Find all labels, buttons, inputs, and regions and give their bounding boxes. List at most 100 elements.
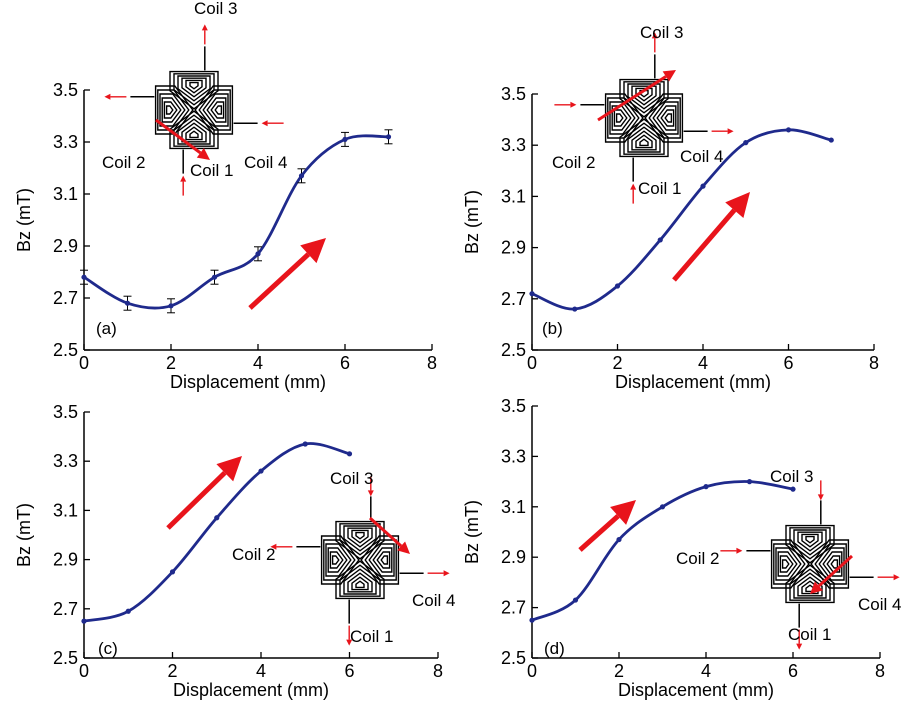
coil-3-spiral-turn <box>797 531 823 552</box>
data-point <box>342 136 348 142</box>
coil-4-label: Coil 4 <box>858 595 901 614</box>
coil-2-label: Coil 2 <box>552 153 595 172</box>
coil-4-label: Coil 4 <box>412 591 455 610</box>
y-axis-title: Bz (mT) <box>462 190 482 254</box>
coil-4-spiral-turn <box>810 539 850 589</box>
coil-3-spiral-turn <box>177 75 211 102</box>
x-tick-label: 0 <box>527 661 537 681</box>
x-tick-label: 4 <box>698 353 708 373</box>
chart-panel-2: 2.5 2.7 2.9 3.1 3.3 3.5 0 2 4 6 8 Displacement (mm)… <box>462 23 879 392</box>
coil-1-spiral-turn <box>351 576 369 591</box>
coil-4-spiral-turn <box>360 535 400 585</box>
trend-arrow-head <box>725 192 750 219</box>
x-tick-label: 2 <box>167 661 177 681</box>
y-axis-title: Bz (mT) <box>462 500 482 564</box>
x-tick-label: 0 <box>527 353 537 373</box>
coil-3-current-arrow-head <box>817 494 824 501</box>
coil-4-spiral-turn <box>380 555 389 565</box>
coil-2-spiral-turn <box>770 539 810 589</box>
coil-1-spiral-turn <box>793 572 827 599</box>
coil-1-spiral-turn <box>185 126 203 141</box>
x-axis-title: Displacement (mm) <box>170 372 326 392</box>
coil-1-spiral-turn <box>635 134 653 149</box>
coil-2-spiral-turn <box>157 89 190 131</box>
coil-2-spiral-turn <box>604 93 644 143</box>
data-point <box>169 569 176 575</box>
y-tick-label: 2.5 <box>501 340 526 360</box>
coil-4-spiral-turn <box>826 555 841 573</box>
coil-4-spiral-turn <box>652 101 679 135</box>
field-direction-arrow-shaft <box>597 75 667 122</box>
field-direction-arrow-shaft <box>155 118 202 155</box>
coil-4-spiral-turn <box>198 89 231 131</box>
y-tick-label: 3.5 <box>53 402 78 422</box>
x-axis-title: Displacement (mm) <box>615 372 771 392</box>
coil-4-spiral-turn <box>214 105 223 115</box>
panel-label: (b) <box>542 319 563 338</box>
data-point <box>81 618 87 624</box>
coil-1-label: Coil 1 <box>350 627 393 646</box>
coil-1-spiral-turn <box>639 138 649 147</box>
series-line <box>531 128 832 311</box>
coil-4-current-arrow-head <box>893 574 900 581</box>
x-tick-label: 6 <box>340 353 350 373</box>
coil-4-spiral-turn <box>372 547 393 573</box>
field-direction-arrow-head <box>810 581 823 594</box>
coil-2-spiral-turn <box>775 547 802 581</box>
coil-4-current-arrow-head <box>261 120 268 127</box>
data-point <box>258 468 264 474</box>
coil-3-spiral-turn <box>347 527 373 548</box>
x-tick-label: 0 <box>79 353 89 373</box>
coil-2-spiral-turn <box>154 85 194 135</box>
field-direction-arrow-head <box>196 148 210 160</box>
x-tick-label: 2 <box>166 353 176 373</box>
x-tick-label: 8 <box>427 353 437 373</box>
y-tick-label: 3.5 <box>53 80 78 100</box>
data-point <box>614 283 621 289</box>
coil-1-spiral-turn <box>347 572 373 593</box>
trend-arrow-shaft <box>166 470 227 530</box>
data-point <box>81 274 87 280</box>
coil-1-spiral-turn <box>627 126 661 153</box>
coil-2-spiral-turn <box>609 101 636 135</box>
trend-arrow-shaft <box>672 208 737 282</box>
data-point <box>125 608 131 614</box>
y-tick-label: 3.3 <box>53 132 78 152</box>
coil-2-spiral-turn <box>781 559 790 569</box>
coil-4-spiral-turn <box>206 97 227 123</box>
data-point <box>298 173 305 179</box>
coil-3-label: Coil 3 <box>330 469 373 488</box>
coil-3-spiral-turn <box>351 529 369 544</box>
coil-1-spiral-turn <box>189 130 199 139</box>
y-tick-label: 3.3 <box>501 135 526 155</box>
data-point <box>211 274 218 280</box>
coil-3-spiral-turn <box>801 533 819 548</box>
coil-2-spiral <box>154 85 194 135</box>
coil-4-spiral-turn <box>210 101 225 119</box>
y-tick-label: 2.7 <box>501 598 526 618</box>
data-point <box>302 441 308 447</box>
coil-2-spiral-turn <box>329 551 344 569</box>
coil-2-spiral-turn <box>615 113 624 123</box>
coil-1-current-arrow-head <box>180 175 187 182</box>
y-tick-label: 2.5 <box>53 340 78 360</box>
coil-2-spiral-turn <box>777 551 798 577</box>
field-direction-arrow-shaft <box>817 554 854 588</box>
coil-3-spiral-turn <box>189 81 199 90</box>
data-point <box>616 536 622 543</box>
coil-4-spiral-turn <box>664 113 673 123</box>
chart-panel-1: 2.5 2.7 2.9 3.1 3.3 3.5 0 2 4 6 8 Displacement (mm)… <box>14 0 437 392</box>
x-tick-label: 8 <box>433 661 443 681</box>
data-point <box>124 300 131 306</box>
coil-3-spiral-turn <box>343 525 377 552</box>
y-tick-label: 3.3 <box>501 446 526 466</box>
x-tick-label: 6 <box>788 661 798 681</box>
coil-3-current-arrow-head <box>201 24 208 31</box>
series-line <box>83 134 389 310</box>
coil-2-spiral-turn <box>320 535 360 585</box>
field-direction-arrow-head <box>662 70 676 82</box>
coil-2-spiral-turn <box>331 555 340 565</box>
coil-3-spiral-turn <box>805 535 815 544</box>
coil-2-spiral <box>770 539 810 589</box>
coil-1-spiral-turn <box>797 576 823 597</box>
